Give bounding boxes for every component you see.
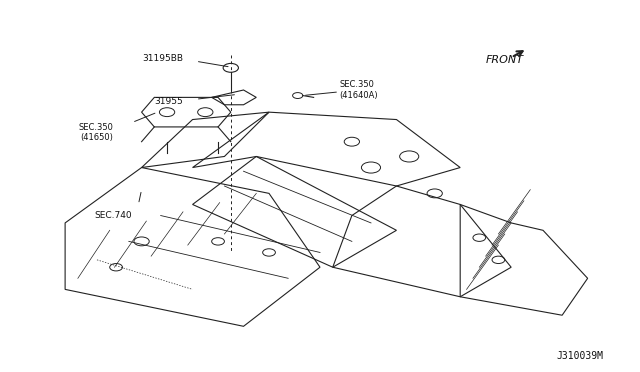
Text: FRONT: FRONT [486,55,524,65]
Text: 31955: 31955 [154,97,183,106]
Text: SEC.740: SEC.740 [94,211,132,220]
Text: 31195BB: 31195BB [142,54,183,63]
Text: SEC.350
(41650): SEC.350 (41650) [78,123,113,142]
Text: SEC.350
(41640A): SEC.350 (41640A) [339,80,378,100]
Text: J310039M: J310039M [557,351,604,361]
